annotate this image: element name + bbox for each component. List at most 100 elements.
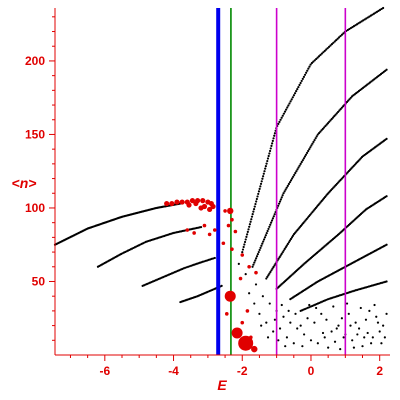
black-band-4-point <box>261 177 264 180</box>
black-scatter-point <box>364 318 368 321</box>
black-band-5-point <box>316 133 319 136</box>
black-band-5-point <box>330 117 333 121</box>
black-band-5-point <box>282 192 285 195</box>
black-band-5-point <box>317 132 321 135</box>
red-point <box>212 228 217 232</box>
black-band-6-point <box>278 256 281 259</box>
red-point <box>231 327 243 339</box>
black-band-5-point <box>329 119 332 122</box>
black-band-5-point <box>259 246 262 249</box>
black-scatter-point <box>316 342 319 345</box>
black-band-5-point <box>258 248 261 252</box>
black-band-5-point <box>252 263 255 266</box>
black-band-4-point <box>327 45 331 48</box>
red-point <box>245 309 250 313</box>
black-band-4-point <box>249 220 252 223</box>
black-scatter-point <box>258 312 261 315</box>
x-tick-label: -4 <box>168 364 179 378</box>
black-band-5-point <box>321 127 324 130</box>
black-band-5-point <box>320 129 323 132</box>
black-scatter-point <box>335 327 338 330</box>
black-band-6-point <box>283 247 286 250</box>
red-point <box>238 276 243 281</box>
red-point <box>185 228 190 232</box>
black-band-4-point <box>336 37 339 40</box>
black-band-5-point <box>334 113 337 116</box>
black-band-5-point <box>324 124 327 128</box>
black-band-6-point <box>266 275 269 278</box>
black-band-5-point <box>342 105 345 108</box>
black-band-4-point <box>250 215 254 218</box>
black-band-4-point <box>301 77 304 80</box>
black-scatter-point <box>351 339 354 342</box>
black-band-6-point <box>286 242 289 246</box>
black-band-6-point <box>270 269 273 272</box>
black-band-5-point <box>251 265 254 268</box>
black-band-5-point <box>289 179 293 182</box>
black-band-5-point <box>287 182 290 186</box>
black-band-4-point <box>289 100 292 103</box>
red-point <box>254 270 258 275</box>
red-cluster-point <box>164 200 170 207</box>
red-point <box>233 229 238 234</box>
red-cluster-point <box>207 206 213 213</box>
black-scatter-point <box>309 339 313 342</box>
black-scatter-point <box>352 346 356 349</box>
black-band-4-point <box>263 170 266 173</box>
black-band-5-point <box>266 229 269 233</box>
black-band-5-point <box>315 135 318 138</box>
black-band-4-point <box>273 134 276 137</box>
black-scatter-point <box>306 317 309 320</box>
black-scatter-point <box>382 324 385 327</box>
black-scatter-point <box>261 295 264 298</box>
black-band-5-point <box>339 107 342 111</box>
black-band-5-point <box>279 198 282 201</box>
red-point <box>202 223 207 228</box>
black-band-6-point <box>265 277 268 280</box>
black-scatter-point <box>371 336 374 339</box>
black-band-5-point <box>262 238 266 241</box>
black-band-4-point <box>260 180 263 183</box>
black-band-4-point <box>308 65 311 68</box>
black-band-4-point <box>329 44 332 47</box>
black-scatter-point <box>253 302 256 305</box>
black-scatter-point <box>370 342 373 345</box>
black-band-5-point <box>264 234 267 237</box>
black-scatter-point <box>285 336 289 339</box>
black-scatter-point <box>284 345 287 348</box>
black-scatter-point <box>380 342 383 345</box>
black-band-5-point <box>307 149 310 153</box>
black-scatter-point <box>292 342 295 345</box>
black-band-5-point <box>271 217 275 220</box>
black-band-5-point <box>326 122 330 125</box>
black-band-4-point <box>340 33 344 36</box>
black-band-5-point <box>295 170 298 173</box>
black-band-5-point <box>319 130 322 133</box>
black-band-4-point <box>242 245 245 249</box>
black-band-4-point <box>269 147 272 150</box>
black-band-5-point <box>337 110 340 114</box>
black-scatter-point <box>272 330 275 333</box>
black-scatter-point <box>368 309 371 312</box>
black-band-4-point <box>307 67 310 70</box>
x-tick-label: -6 <box>99 364 110 378</box>
black-band-5-point <box>301 159 304 162</box>
black-band-5-point <box>309 146 312 149</box>
black-band-5-point <box>270 219 274 222</box>
black-scatter-point <box>299 324 302 327</box>
black-band-6-point <box>268 272 271 275</box>
black-band-4-point <box>267 154 270 158</box>
black-band-4-point <box>257 192 260 196</box>
black-band-4-point <box>241 250 244 254</box>
black-band-4-point <box>256 195 259 198</box>
plot-area <box>53 6 388 355</box>
black-band-4-point <box>255 197 258 201</box>
black-band-5-point <box>273 213 276 216</box>
black-band-4-point <box>268 152 271 155</box>
black-band-4-point <box>254 202 257 206</box>
black-band-8-point <box>385 243 388 246</box>
red-point <box>247 264 251 269</box>
black-band-4-point <box>291 96 294 99</box>
black-band-4-point <box>305 71 308 74</box>
black-band-5-point <box>313 138 316 142</box>
